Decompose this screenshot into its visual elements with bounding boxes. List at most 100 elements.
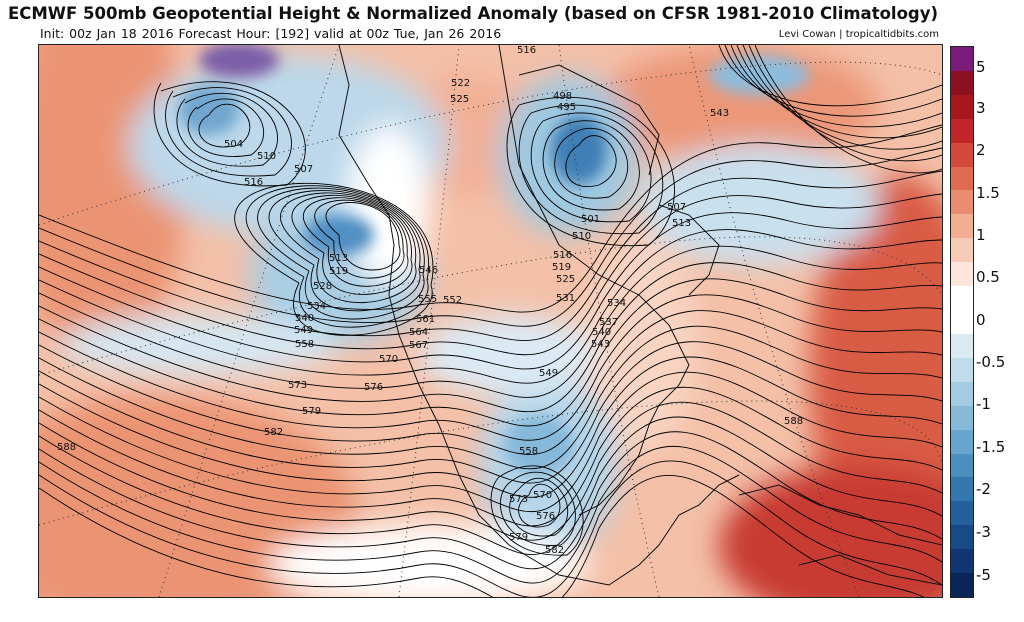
contour-label: 543	[710, 108, 729, 119]
colorbar-swatch	[951, 381, 973, 407]
contour-label: 540	[592, 327, 611, 338]
open-contour	[39, 416, 942, 555]
open-contour	[39, 431, 942, 570]
colorbar-swatch	[951, 214, 973, 239]
colorbar-swatch	[951, 118, 973, 144]
open-contour	[39, 474, 925, 597]
closed-contour	[257, 187, 425, 320]
contour-label: 495	[557, 102, 576, 113]
open-contour	[39, 445, 942, 584]
contour-label: 573	[509, 494, 528, 505]
colorbar	[950, 46, 974, 598]
contour-label: 534	[607, 298, 626, 309]
colorbar-tick-label: -0.5	[976, 353, 1006, 371]
open-contour	[39, 245, 942, 398]
open-contour	[730, 45, 942, 128]
contour-label: 588	[784, 416, 803, 427]
closed-contour	[518, 104, 664, 235]
colorbar-tick-label: -1	[976, 395, 991, 413]
contour-label: 561	[416, 314, 435, 325]
closed-contour	[542, 120, 640, 211]
contour-label: 546	[419, 265, 438, 276]
open-contour	[39, 229, 942, 384]
open-contour	[754, 45, 942, 174]
colorbar-swatch	[951, 429, 973, 454]
colorbar-swatch	[951, 525, 973, 550]
colorbar-tick-label: 1	[976, 226, 986, 244]
contour-label: 573	[288, 380, 307, 391]
colorbar-tick-label: -2	[976, 480, 991, 498]
contour-label: 534	[307, 301, 326, 312]
closed-contour	[325, 202, 401, 271]
contour-label: 510	[572, 231, 591, 242]
contour-label: 540	[295, 313, 314, 324]
open-contour	[39, 124, 942, 313]
contour-label: 501	[581, 214, 600, 225]
colorbar-swatch	[951, 405, 973, 431]
contour-label: 507	[294, 164, 313, 175]
contour-label: 525	[556, 274, 575, 285]
contour-label: 588	[57, 442, 76, 453]
colorbar-swatch	[951, 262, 973, 287]
map-panel: 504 510 516 507 513 519 528 534 540 549 558 516 522 5…	[38, 44, 943, 598]
closed-contour	[187, 98, 265, 157]
colorbar-swatch	[951, 166, 973, 191]
colorbar-swatch	[951, 549, 973, 574]
contour-labels: 5045105165075135195285345405495585165225…	[57, 45, 803, 556]
colorbar-swatch	[951, 357, 973, 383]
contour-label: 513	[329, 253, 348, 264]
contour-label: 579	[302, 406, 321, 417]
colorbar-swatch	[951, 142, 973, 168]
closed-contour	[554, 128, 629, 199]
contour-label: 558	[295, 339, 314, 350]
height-contours	[39, 45, 942, 597]
contour-label: 516	[244, 177, 263, 188]
graticule	[39, 45, 942, 597]
credit-text: Levi Cowan | tropicaltidbits.com	[778, 29, 939, 40]
contour-label: 525	[450, 94, 469, 105]
colorbar-swatch	[951, 190, 973, 215]
anomaly-map: 5045105165075135195285345405495585165225…	[39, 45, 942, 597]
closed-contour	[490, 465, 584, 556]
contour-label: 582	[545, 545, 564, 556]
colorbar-swatch	[951, 47, 973, 72]
colorbar-tick-label: 3	[976, 99, 986, 117]
contour-label: 567	[409, 340, 428, 351]
open-contour	[39, 356, 942, 498]
contour-label: 579	[509, 532, 528, 543]
open-contour	[742, 45, 942, 150]
contour-label: 528	[313, 281, 332, 292]
open-contour	[39, 170, 942, 341]
contour-label: 519	[329, 266, 348, 277]
closed-contour	[153, 81, 306, 187]
contour-label: 582	[264, 427, 283, 438]
chart-title: ECMWF 500mb Geopotential Height & Normal…	[8, 4, 939, 23]
colorbar-tick-label: 5	[976, 58, 986, 76]
colorbar-tick-label: 0	[976, 311, 986, 329]
anomaly-shading	[39, 45, 942, 597]
closed-contour	[565, 135, 617, 187]
colorbar-tick-label: -5	[976, 566, 991, 584]
colorbar-tick-label: 1.5	[976, 184, 1000, 202]
closed-contour	[530, 112, 652, 223]
colorbar-swatch	[951, 477, 973, 502]
contour-label: 576	[364, 382, 383, 393]
contour-label: 543	[591, 339, 610, 350]
colorbar-swatch	[951, 310, 973, 335]
open-contour	[39, 278, 942, 427]
closed-contour	[245, 185, 430, 328]
open-contour	[39, 193, 942, 356]
coastlines	[338, 45, 942, 586]
colorbar-tick-label: 0.5	[976, 268, 1000, 286]
contour-label: 558	[519, 446, 538, 457]
contour-label: 552	[443, 295, 462, 306]
forecast-info: Init: 00z Jan 18 2016 Forecast Hour: [19…	[40, 26, 502, 41]
contour-label: 504	[224, 139, 243, 150]
open-contour	[748, 45, 942, 162]
contour-label: 516	[517, 45, 536, 56]
contour-label: 570	[379, 354, 398, 365]
contour-label: 549	[539, 368, 558, 379]
contour-label: 549	[294, 325, 313, 336]
closed-contour	[500, 471, 576, 546]
closed-contour	[314, 199, 405, 279]
